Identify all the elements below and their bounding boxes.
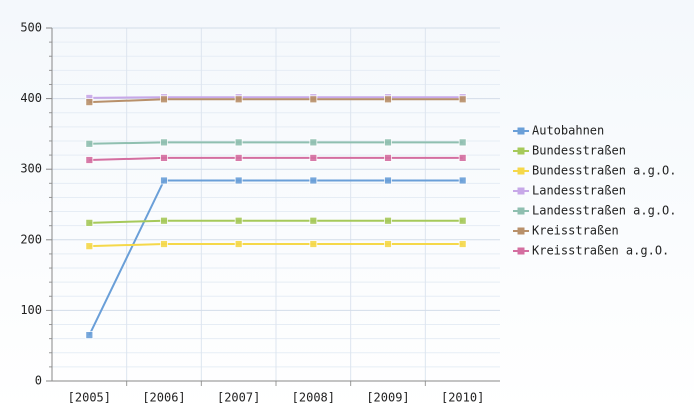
series-line (89, 243, 463, 248)
point (384, 138, 392, 147)
x-tick-label: [2005] (68, 391, 111, 405)
legend-marker (517, 227, 525, 235)
point (384, 216, 392, 225)
point (85, 98, 94, 107)
legend-marker (517, 167, 525, 175)
point (309, 240, 318, 248)
point (234, 176, 243, 185)
point (458, 154, 467, 162)
series-line (89, 96, 463, 99)
legend-label: Bundesstraßen a.g.O. (532, 164, 677, 178)
y-tick-label: 400 (20, 91, 42, 105)
point (309, 95, 318, 104)
point (309, 138, 318, 147)
legend-label: Landesstraßen (532, 184, 626, 198)
legend-marker (517, 127, 525, 135)
point (234, 240, 243, 248)
point (309, 216, 318, 225)
y-tick-label: 100 (20, 303, 42, 317)
point (160, 176, 168, 185)
x-tick-label: [2009] (366, 391, 409, 405)
point (85, 331, 94, 340)
point (458, 216, 467, 225)
point (309, 176, 318, 185)
legend-marker (517, 247, 525, 255)
legend-marker (517, 187, 525, 195)
x-tick-label: [2010] (441, 391, 484, 405)
point (85, 218, 94, 227)
point (458, 176, 467, 185)
point (160, 240, 168, 248)
x-tick-label: [2006] (142, 391, 185, 405)
series-line (89, 156, 463, 162)
y-tick-label: 300 (20, 162, 42, 176)
point (234, 154, 243, 162)
legend-marker (517, 147, 525, 155)
y-tick-label: 500 (20, 21, 42, 35)
point (85, 139, 94, 148)
point (160, 138, 168, 147)
legend-label: Kreisstraßen (532, 224, 619, 238)
series-line (89, 219, 463, 224)
legend-label: Bundesstraßen (532, 144, 626, 158)
point (160, 216, 168, 225)
point (458, 95, 467, 104)
series-line (89, 141, 463, 145)
point (234, 138, 243, 147)
y-tick-label: 200 (20, 232, 42, 246)
legend-label: Landesstraßen a.g.O. (532, 204, 677, 218)
series-line (89, 98, 463, 104)
point (384, 176, 392, 185)
point (160, 154, 168, 162)
point (384, 154, 392, 162)
point (384, 95, 392, 104)
legend-label: Autobahnen (532, 124, 604, 138)
point (309, 154, 318, 162)
legend-label: Kreisstraßen a.g.O. (532, 244, 669, 258)
point (85, 242, 94, 251)
point (234, 95, 243, 104)
point (384, 240, 392, 248)
legend-marker (517, 207, 525, 215)
point (458, 240, 467, 248)
point (160, 95, 168, 104)
y-tick-label: 0 (35, 374, 42, 388)
point (234, 216, 243, 225)
series-line (88, 179, 463, 336)
x-tick-label: [2008] (292, 391, 335, 405)
point (85, 156, 94, 164)
x-tick-label: [2007] (217, 391, 260, 405)
point (458, 138, 467, 147)
